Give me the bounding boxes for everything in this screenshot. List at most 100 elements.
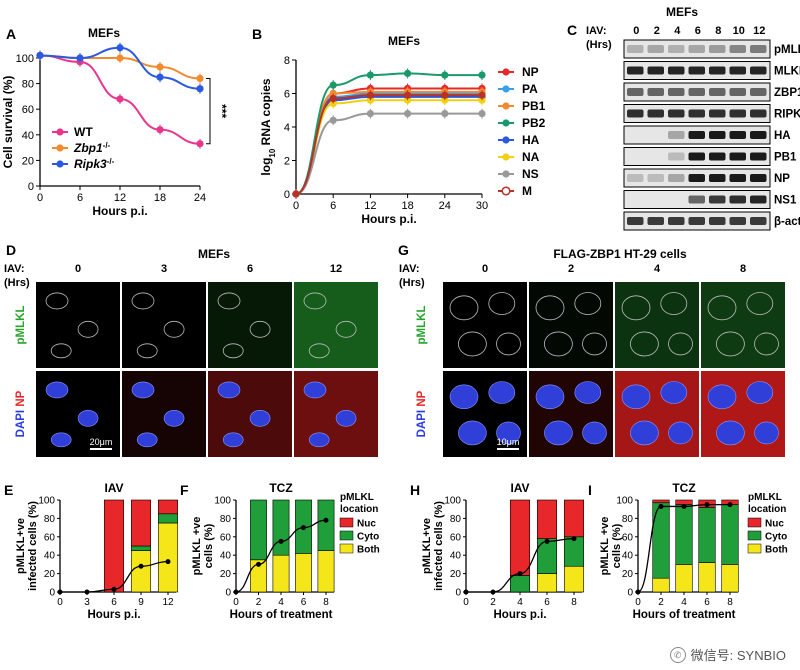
x-axis-label: Hours p.i. bbox=[87, 609, 140, 620]
legend-title-1: pMLKL bbox=[748, 492, 782, 503]
y-tick-label: 20 bbox=[22, 155, 34, 167]
band bbox=[729, 66, 746, 75]
band bbox=[729, 217, 746, 225]
x-tick-label: 6 bbox=[301, 597, 307, 608]
band bbox=[709, 131, 726, 139]
nucleus-outline bbox=[660, 292, 688, 315]
legend-marker bbox=[56, 144, 64, 152]
blot-label: NS1 bbox=[774, 195, 797, 207]
y-tick-label: 20 bbox=[44, 569, 56, 580]
x-tick-label: 24 bbox=[439, 200, 451, 212]
nucleus bbox=[630, 420, 659, 446]
nucleus bbox=[582, 421, 607, 445]
y-tick-label: 6 bbox=[284, 89, 290, 101]
trend-point bbox=[635, 589, 641, 595]
x-tick-label: 12 bbox=[114, 192, 126, 204]
significance-bracket bbox=[206, 77, 211, 145]
band bbox=[750, 88, 767, 96]
nucleus bbox=[249, 410, 271, 427]
y-tick-label: 20 bbox=[220, 569, 232, 580]
y-tick-label: 60 bbox=[450, 532, 462, 543]
hrs-label: (Hrs) bbox=[399, 277, 425, 289]
row-label-pmlkl: pMLKL bbox=[416, 306, 428, 345]
nucleus bbox=[716, 420, 745, 446]
bar-segment-both bbox=[698, 562, 716, 593]
legend-label: PA bbox=[522, 82, 538, 96]
stacked-bar bbox=[250, 499, 267, 593]
band bbox=[668, 152, 685, 161]
x-tick-label: 8 bbox=[727, 597, 733, 608]
band bbox=[729, 109, 746, 118]
nucleus-outline bbox=[629, 331, 659, 357]
y-tick-label: 0 bbox=[28, 181, 34, 193]
nucleus bbox=[458, 420, 487, 446]
legend-label: Ripk3-/- bbox=[74, 157, 115, 172]
y-axis-label-2: infected cells (%) bbox=[27, 501, 39, 591]
y-tick-label: 60 bbox=[622, 532, 634, 543]
nucleus-outline bbox=[496, 332, 521, 356]
y-tick-label: 60 bbox=[22, 104, 34, 116]
legend-label: NA bbox=[522, 150, 540, 164]
image-pmlkl-6 bbox=[208, 282, 292, 368]
band bbox=[750, 45, 767, 53]
bar-segment-both bbox=[721, 564, 739, 593]
x-tick-label: 9 bbox=[138, 597, 144, 608]
bar-segment-cyto bbox=[250, 499, 267, 561]
panel-title: MEFs bbox=[198, 248, 230, 261]
iav-label: IAV: bbox=[4, 263, 25, 275]
x-tick-label: 6 bbox=[77, 192, 83, 204]
stacked-bar bbox=[721, 499, 739, 593]
x-tick-label: 2 bbox=[490, 597, 496, 608]
bar-segment-both bbox=[675, 564, 693, 593]
nucleus-outline bbox=[574, 292, 602, 315]
y-tick-label: 40 bbox=[44, 551, 56, 562]
band bbox=[647, 66, 664, 75]
band bbox=[688, 152, 705, 161]
band bbox=[668, 66, 685, 75]
blot-pb1: PB1 bbox=[623, 147, 797, 166]
band bbox=[709, 109, 726, 118]
x-tick-label: 3 bbox=[84, 597, 90, 608]
band bbox=[750, 152, 767, 161]
band bbox=[647, 174, 664, 182]
trend-point bbox=[727, 502, 733, 508]
x-tick-label: 12 bbox=[162, 597, 174, 608]
band bbox=[688, 45, 705, 53]
blot-label: β-actin bbox=[774, 216, 800, 228]
nucleus-outline bbox=[449, 295, 479, 321]
nucleus-outline bbox=[582, 332, 607, 356]
trend-point bbox=[681, 503, 687, 509]
legend-marker bbox=[501, 186, 511, 196]
bar-segment-both bbox=[272, 554, 290, 593]
nucleus-outline bbox=[488, 292, 516, 315]
band bbox=[688, 66, 705, 75]
band bbox=[729, 174, 746, 182]
x-tick-label: 6 bbox=[111, 597, 117, 608]
trend-point bbox=[323, 517, 329, 523]
data-point bbox=[329, 116, 337, 124]
trend-point bbox=[57, 589, 63, 595]
nucleus bbox=[163, 410, 185, 427]
legend-label: Both bbox=[765, 545, 788, 556]
bar-segment-both bbox=[295, 553, 312, 593]
band bbox=[647, 217, 664, 225]
band bbox=[668, 131, 685, 139]
bar-segment-nuc bbox=[563, 499, 585, 538]
red-signal bbox=[615, 371, 699, 457]
hrs-label: (Hrs) bbox=[4, 277, 30, 289]
nucleus-outline bbox=[746, 292, 774, 315]
lane-label: 12 bbox=[753, 25, 765, 37]
legend-label: Cyto bbox=[765, 532, 787, 543]
legend-marker bbox=[502, 68, 510, 76]
data-point bbox=[478, 96, 486, 104]
image-background bbox=[36, 282, 120, 368]
nucleus bbox=[488, 381, 516, 404]
legend-marker bbox=[56, 160, 64, 168]
band bbox=[627, 45, 644, 53]
data-point bbox=[292, 190, 300, 198]
stacked-bar bbox=[536, 499, 558, 593]
y-tick-label: 80 bbox=[220, 514, 232, 525]
x-tick-label: 12 bbox=[364, 200, 376, 212]
series-pb2 bbox=[292, 68, 486, 199]
band bbox=[627, 174, 644, 182]
